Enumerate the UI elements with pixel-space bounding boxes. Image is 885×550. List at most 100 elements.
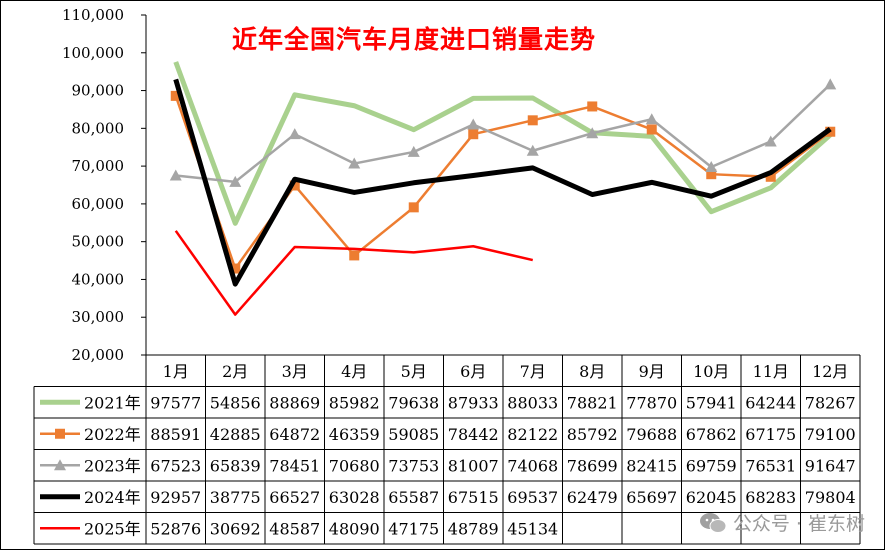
legend-key-marker-2022年 bbox=[55, 428, 65, 439]
x-category-label: 5月 bbox=[401, 362, 427, 381]
data-point-2023年 bbox=[467, 118, 480, 130]
chart-title: 近年全国汽车月度进口销量走势 bbox=[232, 25, 597, 54]
table-value: 46359 bbox=[329, 425, 380, 444]
legend-label: 2022年 bbox=[84, 425, 141, 444]
table-value: 78699 bbox=[567, 456, 618, 475]
y-tick-label: 80,000 bbox=[72, 119, 125, 137]
watermark: 公众号 · 崔东树 bbox=[699, 509, 865, 536]
data-point-2022年 bbox=[408, 202, 419, 213]
table-value: 57941 bbox=[686, 393, 737, 412]
table-value: 70680 bbox=[329, 456, 380, 475]
table-value: 79688 bbox=[626, 425, 677, 444]
table-value: 74068 bbox=[507, 456, 558, 475]
data-point-2023年 bbox=[526, 144, 539, 156]
data-point-2023年 bbox=[288, 128, 301, 140]
table-value: 85792 bbox=[567, 425, 618, 444]
table-value: 67862 bbox=[686, 425, 737, 444]
x-category-label: 7月 bbox=[520, 362, 546, 381]
table-value: 42885 bbox=[210, 425, 261, 444]
table-value: 64244 bbox=[745, 393, 796, 412]
data-point-2023年 bbox=[586, 127, 599, 139]
table-value: 82122 bbox=[507, 425, 558, 444]
series-line-2024年 bbox=[173, 78, 832, 287]
data-point-2022年 bbox=[170, 90, 181, 101]
table-value: 30692 bbox=[210, 519, 261, 538]
x-category-label: 8月 bbox=[579, 362, 605, 381]
table-value: 48789 bbox=[448, 519, 499, 538]
table-value: 64872 bbox=[269, 425, 320, 444]
y-tick-label: 50,000 bbox=[72, 233, 125, 251]
x-category-label: 6月 bbox=[460, 362, 486, 381]
table-value: 79804 bbox=[805, 488, 856, 507]
legend-label: 2023年 bbox=[84, 456, 141, 475]
table-value: 62479 bbox=[567, 488, 618, 507]
y-tick-label: 90,000 bbox=[72, 82, 125, 100]
data-point-2023年 bbox=[645, 113, 658, 125]
y-tick-label: 110,000 bbox=[62, 6, 124, 24]
data-point-2022年 bbox=[765, 171, 776, 182]
table-value: 78451 bbox=[269, 456, 320, 475]
y-tick-label: 60,000 bbox=[72, 195, 125, 213]
table-value: 79100 bbox=[805, 425, 856, 444]
data-point-2022年 bbox=[349, 250, 360, 261]
x-category-label: 10月 bbox=[693, 362, 729, 381]
table-value: 62045 bbox=[686, 488, 737, 507]
table-value: 68283 bbox=[745, 488, 796, 507]
table-value: 65697 bbox=[626, 488, 677, 507]
y-tick-label: 70,000 bbox=[72, 157, 125, 175]
table-value: 69759 bbox=[686, 456, 737, 475]
x-category-label: 3月 bbox=[282, 362, 308, 381]
table-value: 78442 bbox=[448, 425, 499, 444]
table-value: 76531 bbox=[745, 456, 796, 475]
table-value: 67515 bbox=[448, 488, 499, 507]
table-value: 87933 bbox=[448, 393, 499, 412]
table-value: 47175 bbox=[388, 519, 439, 538]
table-value: 65839 bbox=[210, 456, 261, 475]
table-value: 88869 bbox=[269, 393, 320, 412]
series-line-2023年 bbox=[175, 83, 832, 184]
table-value: 85982 bbox=[329, 393, 380, 412]
table-value: 92957 bbox=[150, 488, 201, 507]
x-category-label: 12月 bbox=[812, 362, 848, 381]
table-value: 88033 bbox=[507, 393, 558, 412]
table-value: 63028 bbox=[329, 488, 380, 507]
data-point-2022年 bbox=[587, 101, 598, 112]
table-value: 91647 bbox=[805, 456, 856, 475]
table-value: 67523 bbox=[150, 456, 201, 475]
table-value: 54856 bbox=[210, 393, 261, 412]
table-value: 48587 bbox=[269, 519, 320, 538]
x-category-label: 1月 bbox=[163, 362, 189, 381]
table-value: 52876 bbox=[150, 519, 201, 538]
wechat-icon bbox=[699, 512, 727, 533]
table-value: 66527 bbox=[269, 488, 320, 507]
table-value: 69537 bbox=[507, 488, 558, 507]
table-value: 59085 bbox=[388, 425, 439, 444]
table-value: 73753 bbox=[388, 456, 439, 475]
table-value: 88591 bbox=[150, 425, 201, 444]
table-value: 48090 bbox=[329, 519, 380, 538]
series-line-2022年 bbox=[174, 95, 832, 270]
table-value: 77870 bbox=[626, 393, 677, 412]
y-tick-label: 40,000 bbox=[72, 270, 125, 288]
legend-key-marker-2023年 bbox=[54, 459, 66, 471]
y-tick-label: 100,000 bbox=[62, 44, 124, 62]
table-value: 45134 bbox=[507, 519, 558, 538]
y-tick-label: 20,000 bbox=[72, 346, 125, 364]
series-line-2021年 bbox=[173, 61, 832, 226]
table-value: 67175 bbox=[745, 425, 796, 444]
watermark-text: 公众号 · 崔东树 bbox=[732, 513, 865, 535]
series-line-2025年 bbox=[174, 230, 534, 316]
table-value: 97577 bbox=[150, 393, 201, 412]
data-point-2023年 bbox=[824, 78, 837, 90]
table-value: 78821 bbox=[567, 393, 618, 412]
table-value: 79638 bbox=[388, 393, 439, 412]
data-point-2023年 bbox=[169, 169, 182, 181]
data-point-2022年 bbox=[230, 263, 241, 274]
table-value: 65587 bbox=[388, 488, 439, 507]
legend-label: 2024年 bbox=[84, 488, 141, 507]
x-category-label: 2月 bbox=[222, 362, 248, 381]
legend-label: 2021年 bbox=[84, 393, 141, 412]
y-tick-label: 30,000 bbox=[72, 308, 125, 326]
data-point-2022年 bbox=[289, 180, 300, 191]
data-point-2022年 bbox=[468, 129, 479, 140]
